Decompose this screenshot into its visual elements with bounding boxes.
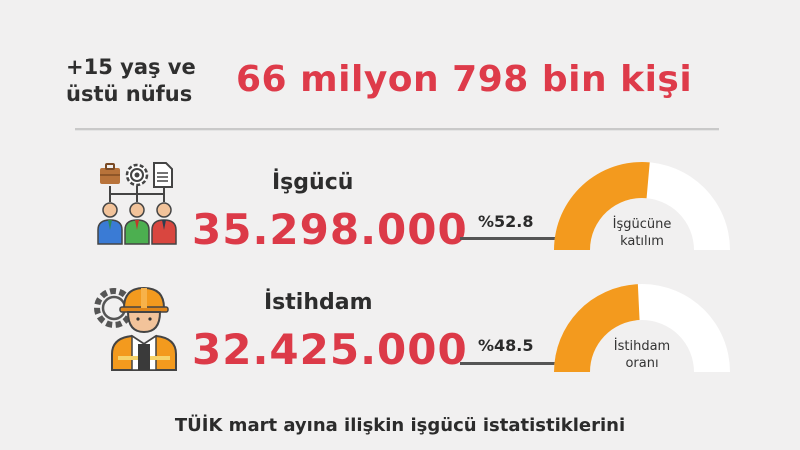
gauge-label-participation: İşgücüne katılım <box>592 216 692 250</box>
population-label: +15 yaş ve üstü nüfus <box>66 55 196 106</box>
workforce-percent-underline <box>460 237 568 240</box>
gauge-fill <box>554 161 650 250</box>
employment-title: İstihdam <box>264 290 373 315</box>
footer-caption: TÜİK mart ayına ilişkin işgücü istatisti… <box>174 415 626 436</box>
employment-percent-underline <box>460 362 568 365</box>
workforce-team-icon <box>97 162 177 245</box>
gauge-label-line1: İstihdam <box>613 339 671 354</box>
workforce-title: İşgücü <box>272 170 354 195</box>
workforce-value: 35.298.000 <box>192 205 468 254</box>
employment-percent: %48.5 <box>478 336 534 355</box>
workforce-percent: %52.8 <box>478 212 534 231</box>
gauge-label-line2: oranı <box>625 356 659 371</box>
gauge-label-line1: İşgücüne <box>612 217 672 232</box>
worker-gear-icon <box>94 286 177 371</box>
employment-value: 32.425.000 <box>192 325 468 374</box>
gauge-label-line2: katılım <box>620 234 664 249</box>
gauge-fill <box>554 284 640 372</box>
gauge-label-employment: İstihdam oranı <box>592 338 692 372</box>
header-divider <box>75 128 719 131</box>
population-value: 66 milyon 798 bin kişi <box>236 59 693 100</box>
labor-force-participation-gauge <box>554 161 730 250</box>
employment-rate-gauge <box>554 284 730 372</box>
